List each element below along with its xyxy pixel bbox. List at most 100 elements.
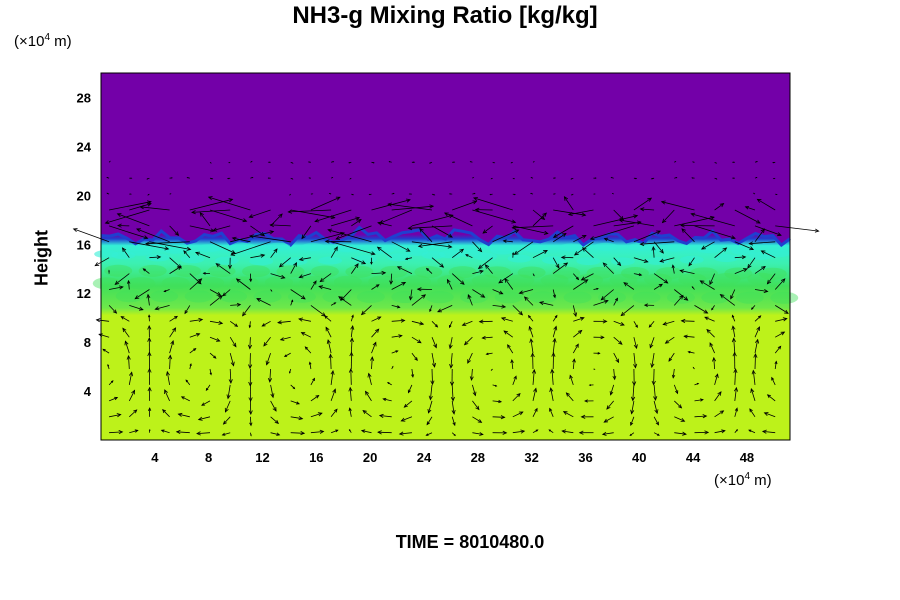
wind-vector (572, 305, 578, 318)
wind-vector (146, 293, 151, 306)
wind-vector (650, 353, 655, 369)
green-patch (230, 276, 259, 289)
green-patch (92, 277, 121, 290)
wind-vector (169, 177, 173, 179)
wind-vector (250, 432, 252, 437)
wind-vector (310, 429, 325, 434)
wind-vector (378, 413, 392, 418)
wind-vector (330, 241, 376, 256)
green-patch (253, 290, 282, 303)
wind-vector (573, 279, 589, 290)
wind-vector (209, 352, 217, 359)
wind-vector (630, 416, 635, 426)
wind-vector (734, 429, 739, 433)
wind-vector (549, 387, 554, 401)
wind-vector (270, 248, 278, 258)
wind-vector (310, 196, 341, 211)
wind-vector (532, 387, 538, 401)
green-patch (563, 291, 592, 304)
cyan-patch (249, 257, 274, 266)
wind-vector (774, 360, 778, 370)
wind-vector (612, 368, 617, 381)
wind-vector (443, 212, 473, 227)
wind-vector (600, 289, 614, 301)
cyan-patch (352, 255, 377, 264)
wind-vector (289, 193, 291, 196)
wind-vector (199, 211, 211, 227)
wind-vector (411, 336, 422, 344)
wind-vector (108, 160, 111, 163)
wind-vector (565, 392, 574, 402)
wind-vector (425, 267, 433, 274)
green-patch (345, 265, 374, 278)
wind-vector (754, 225, 782, 237)
wind-vector (364, 390, 372, 402)
wind-vector (492, 229, 520, 243)
wind-vector (400, 416, 413, 422)
wind-vector (651, 368, 656, 386)
wind-vector (472, 416, 483, 423)
cyan-patch (697, 245, 722, 254)
green-patch (425, 291, 454, 304)
wind-vector (572, 273, 580, 281)
wind-vector (228, 161, 231, 164)
wind-vector (267, 368, 273, 383)
wind-vector (330, 161, 335, 163)
wind-vector (391, 281, 407, 290)
wind-vector (388, 161, 392, 163)
wind-vector (766, 394, 776, 402)
cyan-patch (507, 254, 532, 263)
cyan-patch (610, 257, 635, 266)
wind-vector (340, 289, 352, 301)
wind-vector (552, 262, 569, 274)
wind-vector (774, 305, 789, 314)
wind-vector (582, 247, 594, 258)
wind-vector (633, 321, 638, 328)
cyan-patch (231, 243, 256, 252)
wind-vector (164, 389, 170, 402)
wind-vector (749, 408, 756, 418)
wind-vector (328, 192, 332, 195)
x-tick-label: 20 (363, 450, 377, 465)
wind-vector (180, 396, 190, 402)
wind-vector (771, 376, 776, 386)
wind-vector (104, 209, 150, 225)
wind-vector (709, 342, 715, 354)
green-patch (483, 266, 512, 279)
wind-vector (162, 409, 170, 418)
wind-vector (511, 225, 554, 230)
wind-vector (623, 282, 635, 290)
wind-vector (209, 289, 222, 296)
wind-vector (552, 225, 574, 238)
wind-vector (128, 389, 136, 402)
wind-vector (567, 209, 594, 216)
wind-vector (472, 289, 486, 298)
wind-vector (330, 388, 337, 402)
wind-vector (674, 416, 686, 422)
wind-vector (714, 247, 728, 259)
wind-vector (687, 350, 695, 354)
wind-vector (593, 299, 609, 306)
x-tick-label: 44 (686, 450, 701, 465)
wind-vector (730, 289, 736, 300)
green-patch (506, 274, 535, 287)
wind-vector (649, 337, 655, 349)
wind-vector (408, 289, 413, 301)
wind-vector (222, 289, 231, 297)
green-patch (368, 275, 397, 288)
wind-vector (431, 353, 436, 368)
wind-vector (242, 305, 251, 317)
wind-vector (593, 335, 605, 340)
wind-vector (448, 337, 453, 350)
green-patch (712, 273, 741, 286)
wind-vector (348, 386, 353, 401)
wind-vector (660, 200, 695, 211)
wind-vector (573, 329, 583, 338)
wind-vector (653, 432, 660, 436)
wind-vector (428, 384, 433, 401)
wind-vector (633, 273, 643, 277)
wind-vector (731, 314, 736, 322)
wind-vector (189, 273, 202, 285)
wind-vector (169, 339, 175, 354)
wind-vector (513, 241, 534, 255)
